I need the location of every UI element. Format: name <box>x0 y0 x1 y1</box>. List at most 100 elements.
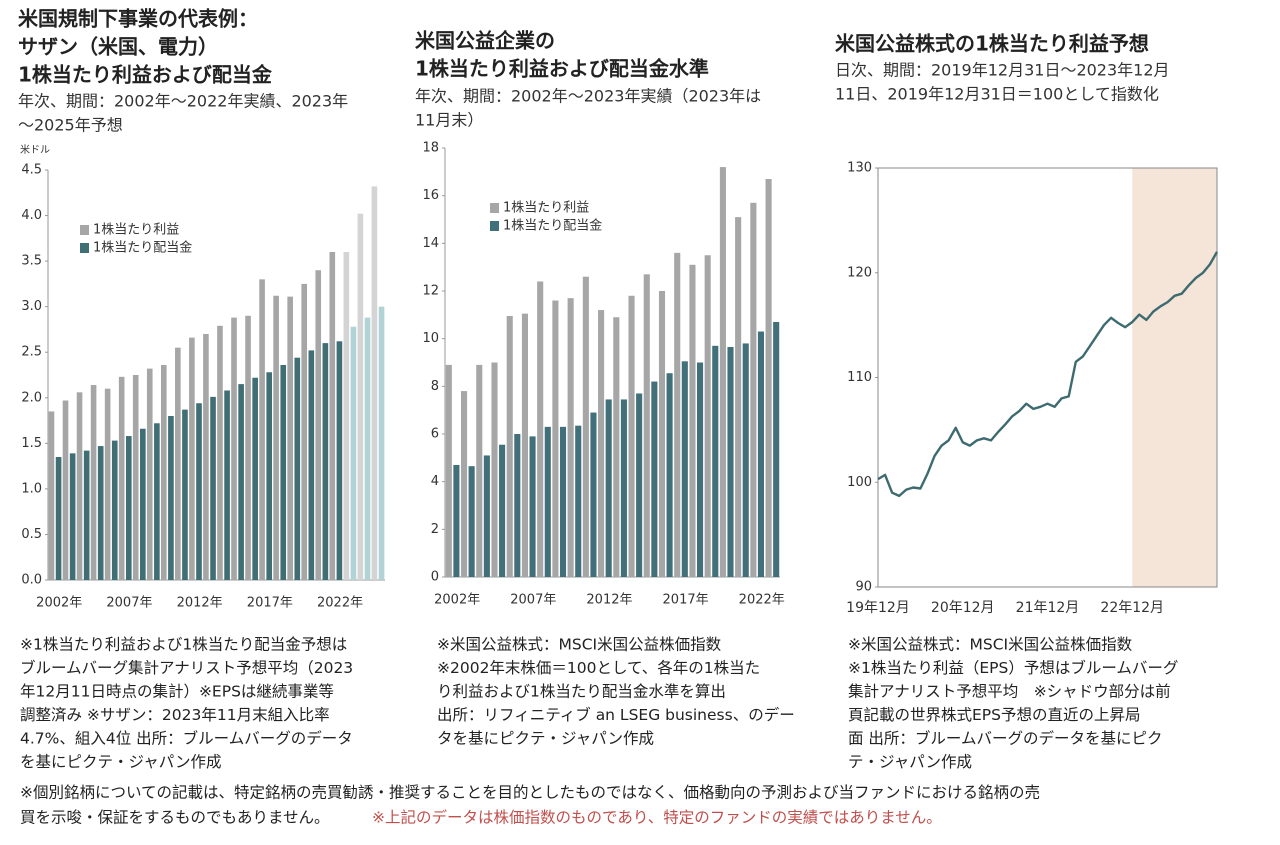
bar <box>210 396 216 580</box>
legend-label: 1株当たり配当金 <box>93 240 192 256</box>
bar <box>605 399 612 577</box>
x-tick-label: 2022年 <box>739 593 785 608</box>
chart-subtitle: 日次、期間：2019年12月31日～2023年12月 <box>835 61 1170 80</box>
y-tick-label: 14 <box>422 236 439 251</box>
legend-swatch <box>490 203 499 213</box>
bar <box>350 326 357 580</box>
y-tick-label: 4 <box>431 474 439 489</box>
bar <box>280 364 287 580</box>
bar <box>287 296 293 580</box>
bar <box>196 403 202 580</box>
bar <box>308 350 315 580</box>
y-tick-label: 3.5 <box>21 254 42 269</box>
chart-subtitle: 11日、2019年12月31日＝100として指数化 <box>835 85 1159 104</box>
bar <box>658 291 666 577</box>
chart-title: 米国公益企業の <box>415 29 555 53</box>
bar <box>552 300 559 577</box>
bar <box>273 295 279 580</box>
bar <box>620 399 627 577</box>
bar <box>651 381 658 577</box>
bar <box>252 377 258 580</box>
bar <box>175 347 181 580</box>
bar <box>182 409 188 580</box>
bar <box>104 388 111 580</box>
bar <box>83 450 90 580</box>
bar <box>559 426 567 577</box>
bar <box>322 343 329 580</box>
unit-label: 米ドル <box>20 143 50 156</box>
bar <box>224 390 230 580</box>
bar <box>111 440 118 580</box>
bar <box>146 368 153 580</box>
chart-subtitle: ～2025年予想 <box>18 116 123 135</box>
note: ※1株当たり利益および1株当たり配当金予想は <box>20 636 347 654</box>
bar <box>719 167 726 578</box>
legend-label: 1株当たり配当金 <box>503 218 602 234</box>
legend-swatch <box>80 243 89 253</box>
x-tick-label: 2007年 <box>106 596 152 611</box>
note: テ・ジャパン作成 <box>848 753 972 771</box>
x-tick-label: 21年12月 <box>1016 600 1080 616</box>
shaded-region <box>1132 168 1217 587</box>
chart-subtitle: 年次、期間：2002年～2022年実績、2023年 <box>18 92 348 111</box>
y-tick-label: 0.5 <box>21 527 42 542</box>
bar <box>97 446 104 580</box>
note: ※米国公益株式：MSCI米国公益株価指数 <box>848 636 1133 654</box>
bar <box>378 306 385 580</box>
note: り利益および1株当たり配当金水準を算出 <box>437 682 726 701</box>
y-tick-label: 12 <box>422 284 439 299</box>
bar <box>521 313 528 577</box>
y-tick-label: 8 <box>431 379 439 394</box>
bar <box>453 464 460 577</box>
bar <box>506 316 513 577</box>
y-tick-label: 2.5 <box>21 345 42 360</box>
bar <box>757 331 764 577</box>
y-tick-label: 0.0 <box>21 573 42 588</box>
bar <box>343 252 350 580</box>
x-tick-label: 22年12月 <box>1100 600 1164 616</box>
bar <box>742 343 749 577</box>
y-tick-label: 3.0 <box>21 299 42 314</box>
bar <box>445 364 452 577</box>
bar <box>140 428 146 580</box>
y-tick-label: 6 <box>431 427 439 442</box>
bar <box>168 416 174 580</box>
bar <box>666 373 673 577</box>
note: ブルームバーグ集計アナリスト予想平均（2023 <box>20 658 353 677</box>
bar <box>491 362 498 577</box>
y-tick-label: 10 <box>422 331 439 346</box>
bar <box>160 364 167 580</box>
bar <box>55 457 62 580</box>
bar <box>567 298 574 577</box>
bar <box>69 453 76 580</box>
x-tick-label: 2012年 <box>177 596 223 611</box>
footer-text: ※個別銘柄についての記載は、特定銘柄の売買勧誘・推奨することを目的としたものでは… <box>20 784 1040 802</box>
bar <box>537 281 544 577</box>
y-tick-label: 100 <box>847 475 872 490</box>
bar <box>590 412 597 577</box>
bar <box>259 279 265 580</box>
bar <box>750 202 757 578</box>
bar <box>468 466 475 577</box>
bar <box>598 310 605 577</box>
bar <box>294 357 301 580</box>
footer-red-note: ※上記のデータは株価指数のものであり、特定のファンドの実績ではありません。 <box>372 808 942 827</box>
bar <box>613 317 620 577</box>
chart-title: サザン（米国、電力） <box>18 35 218 59</box>
bar <box>735 217 742 577</box>
y-tick-label: 0 <box>431 570 439 585</box>
note: 調整済み ※サザン：2023年11月末組入比率 <box>20 706 330 724</box>
bar <box>118 376 125 580</box>
legend-swatch <box>490 221 499 231</box>
bar <box>773 321 780 577</box>
x-tick-label: 19年12月 <box>846 600 910 616</box>
note: ※米国公益株式：MSCI米国公益株価指数 <box>437 636 722 654</box>
bar <box>575 425 582 577</box>
bar <box>712 345 719 577</box>
y-tick-label: 16 <box>422 188 439 203</box>
bar <box>483 455 490 577</box>
x-tick-label: 20年12月 <box>931 600 995 616</box>
note: 面 出所：ブルームバーグのデータを基にピク <box>848 729 1162 748</box>
bar <box>315 270 322 580</box>
y-tick-label: 1.0 <box>21 481 42 496</box>
